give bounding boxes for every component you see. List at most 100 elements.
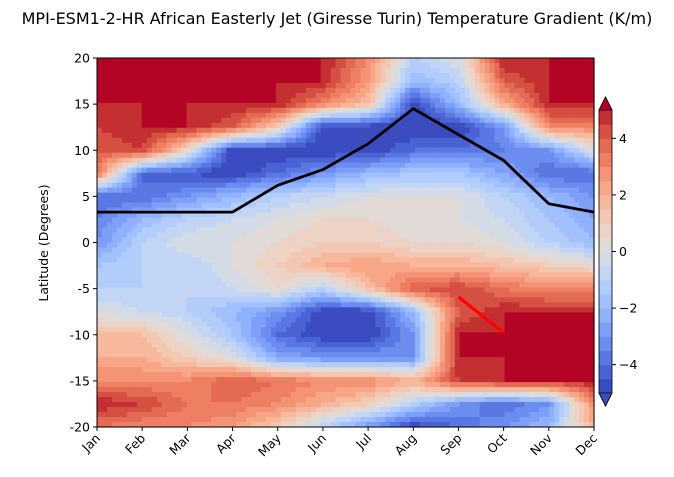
contour-cell [420,207,426,214]
contour-cell [325,202,332,209]
contour-cell [236,292,242,298]
contour-cell [251,142,257,149]
contour-cell [340,97,347,104]
contour-cell [400,152,406,159]
contour-cell [146,252,153,259]
contour-cell [385,162,391,169]
contour-cell [459,247,466,254]
contour-cell [335,282,342,288]
contour-cell [111,92,118,99]
contour-cell [265,297,272,303]
contour-cell [151,87,158,94]
contour-cell [161,58,168,64]
contour-cell [330,92,337,99]
contour-cell [499,162,506,169]
contour-cell [370,102,376,109]
contour-cell [484,272,491,279]
contour-cell [290,262,297,269]
contour-cell [415,182,421,189]
contour-cell [251,127,257,134]
contour-cell [395,82,401,89]
contour-cell [484,227,491,234]
contour-cell [325,277,332,283]
contour-cell [171,162,178,169]
contour-cell [449,177,456,184]
contour-cell [141,162,148,169]
contour-cell [191,267,197,274]
contour-cell [410,237,416,244]
contour-cell [499,67,506,74]
contour-cell [439,77,446,84]
contour-cell [579,292,585,298]
contour-cell [390,292,396,298]
contour-cell [305,157,312,164]
contour-cell [181,58,188,64]
contour-cell [136,87,143,94]
contour-cell [514,112,521,119]
contour-cell [285,217,292,224]
contour-cell [544,177,550,184]
contour-cell [474,297,481,303]
contour-cell [370,302,376,308]
contour-cell [589,202,595,209]
contour-cell [564,232,570,239]
contour-cell [236,132,242,139]
contour-cell [191,222,197,229]
contour-cell [434,182,441,189]
contour-cell [265,242,272,249]
contour-cell [261,67,267,74]
contour-cell [385,77,391,84]
contour-cell [131,302,138,308]
contour-cell [161,202,168,209]
contour-cell [251,112,257,119]
contour-cell [310,257,317,264]
contour-cell [211,167,217,174]
contour-cell [589,58,595,64]
contour-cell [156,58,163,64]
contour-cell [156,262,163,269]
contour-cell [420,267,426,274]
contour-cell [246,58,252,64]
contour-cell [261,132,267,139]
contour-cell [315,92,322,99]
contour-cell [405,277,411,283]
contour-cell [186,187,193,194]
contour-cell [340,277,347,283]
contour-cell [519,262,526,269]
contour-cell [191,232,197,239]
contour-cell [395,112,401,119]
contour-cell [420,162,426,169]
contour-cell [161,282,168,288]
contour-cell [429,242,436,249]
contour-cell [400,102,406,109]
contour-cell [320,262,327,269]
contour-cell [499,152,506,159]
contour-cell [166,207,173,214]
contour-cell [280,252,287,259]
contour-cell [584,212,590,219]
contour-cell [106,167,113,174]
contour-cell [360,87,366,94]
contour-cell [315,112,322,119]
contour-cell [246,147,252,154]
contour-cell [146,67,153,74]
contour-cell [444,292,451,298]
contour-cell [405,152,411,159]
contour-cell [270,302,277,308]
contour-cell [295,72,302,79]
contour-cell [191,102,197,109]
contour-cell [524,227,530,234]
contour-cell [196,252,202,259]
contour-cell [519,217,526,224]
contour-cell [579,257,585,264]
contour-cell [584,72,590,79]
contour-cell [305,72,312,79]
contour-cell [529,222,535,229]
contour-cell [484,142,491,149]
contour-cell [370,117,376,124]
contour-cell [529,97,535,104]
contour-cell [261,182,267,189]
contour-cell [211,127,217,134]
contour-cell [201,247,207,254]
contour-cell [131,97,138,104]
